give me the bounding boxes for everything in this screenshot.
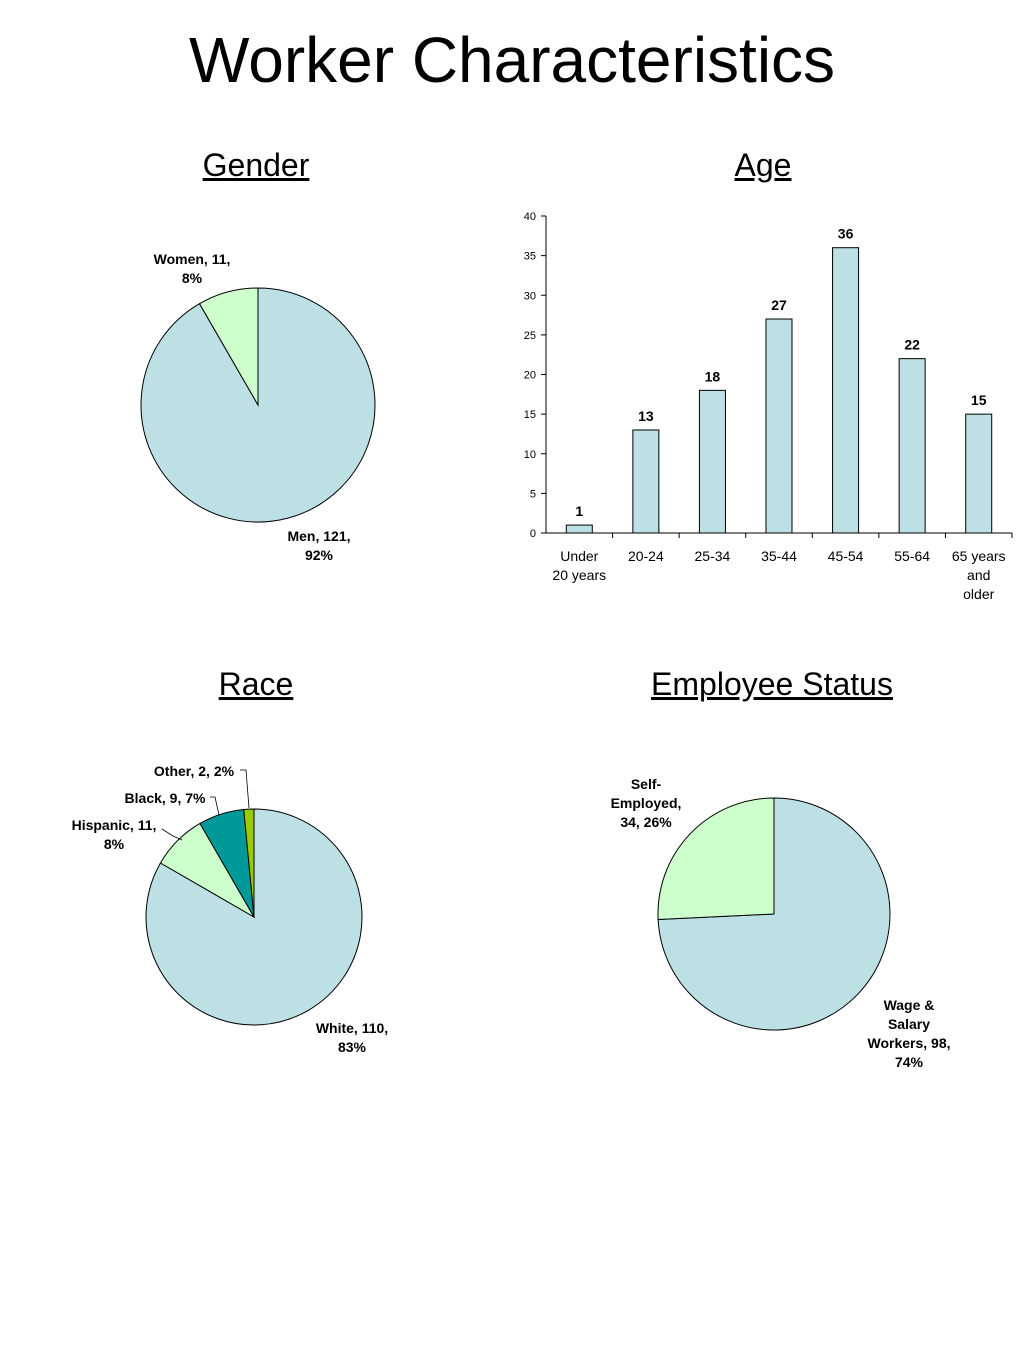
age-bar-data-label: 13 (638, 408, 654, 424)
race-pie-slice-other (243, 808, 255, 918)
age-y-tick-label: 0 (530, 528, 536, 540)
race-chart-title: Race (218, 666, 294, 702)
race-slice-label-black: Black, 9, 7% (125, 790, 206, 806)
race-slice-label-white: White, 110, 83% (316, 1020, 388, 1055)
age-y-tick-label: 5 (530, 488, 536, 500)
age-bar (698, 389, 726, 534)
age-x-tick-label: 25-34 (695, 548, 731, 564)
age-x-tick-label: 65 years and older (952, 548, 1006, 602)
age-bar (632, 429, 660, 534)
race-leader-line-other (240, 769, 250, 809)
age-x-tick-label: 20-24 (628, 548, 664, 564)
age-bar-data-label: 27 (771, 297, 787, 313)
age-bar-data-label: 1 (575, 503, 583, 519)
age-x-tick-label: 45-54 (828, 548, 864, 564)
age-y-tick-label: 20 (524, 370, 536, 382)
age-bar-data-label: 36 (838, 226, 854, 242)
age-y-tick-label: 35 (524, 251, 536, 263)
age-y-tick-label: 40 (524, 211, 536, 223)
age-bar-data-label: 18 (705, 368, 721, 384)
age-bar-data-label: 22 (904, 337, 920, 353)
gender-pie-slice-women (198, 287, 259, 407)
age-chart-title: Age (734, 147, 792, 183)
age-bar (898, 358, 926, 534)
race-slice-label-hispanic: Hispanic, 11, 8% (72, 817, 157, 852)
gender-chart-title: Gender (202, 147, 310, 183)
age-bar (565, 524, 593, 534)
employee-status-chart-title: Employee Status (651, 666, 893, 702)
race-leader-line-hispanic (161, 828, 183, 841)
race-leader-line-black (210, 796, 220, 816)
gender-slice-label-men: Men, 121, 92% (287, 528, 350, 563)
age-x-tick-label: Under 20 years (552, 548, 606, 583)
age-bar (832, 247, 860, 534)
age-y-tick-label: 25 (524, 330, 536, 342)
age-y-tick-label: 15 (524, 409, 536, 421)
employee-status-pie-slice-self-employed (657, 797, 775, 921)
race-slice-label-other: Other, 2, 2% (154, 763, 235, 779)
employee-status-slice-label-wage-salary-workers: Wage & Salary Workers, 98, 74% (867, 997, 950, 1070)
gender-slice-label-women: Women, 11, 8% (154, 251, 231, 286)
age-y-tick-label: 10 (524, 449, 536, 461)
age-x-tick-label: 55-64 (894, 548, 930, 564)
age-bar-data-label: 15 (971, 392, 987, 408)
age-bar (965, 413, 993, 534)
age-x-tick-label: 35-44 (761, 548, 797, 564)
page-title: Worker Characteristics (188, 24, 836, 96)
age-bar (765, 318, 793, 534)
employee-status-slice-label-self-employed: Self-Employed, 34, 26% (611, 776, 682, 830)
age-y-tick-label: 30 (524, 290, 536, 302)
